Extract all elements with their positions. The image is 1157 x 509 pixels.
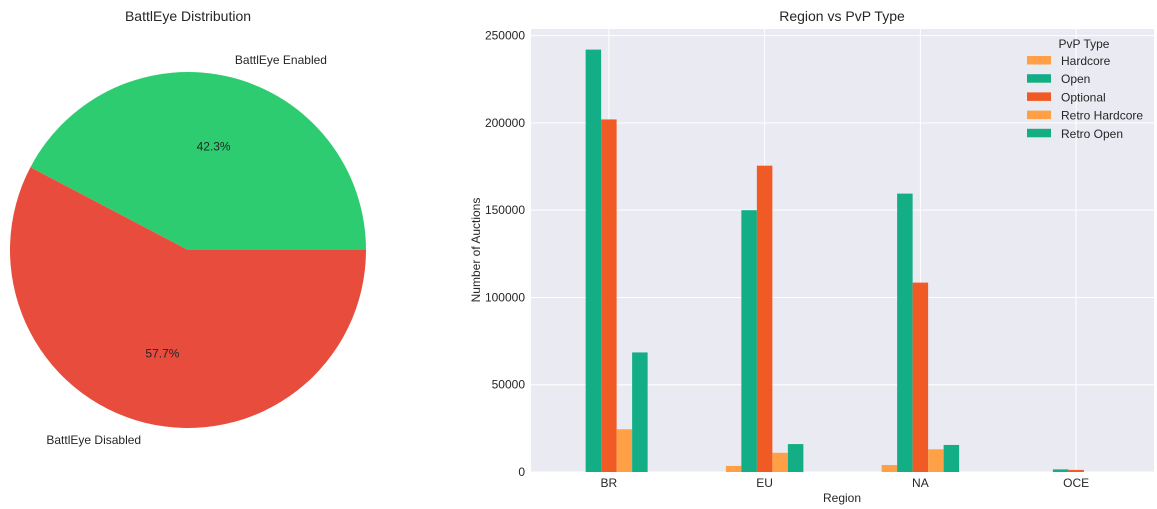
legend-label-retro-open: Retro Open <box>1061 127 1123 141</box>
legend-swatch-retro-hardcore <box>1027 110 1051 120</box>
bar-eu-hardcore <box>725 465 742 472</box>
pie-chart: BattlEye Distribution 42.3% BattlEye Enab… <box>10 8 367 447</box>
bar-br-optional <box>601 119 617 472</box>
pie-title: BattlEye Distribution <box>125 8 251 24</box>
legend-label-optional: Optional <box>1061 90 1106 104</box>
bar-na-optional <box>912 282 929 472</box>
y-tick-label: 100000 <box>485 290 525 304</box>
bar-na-retro-hardcore <box>928 449 944 472</box>
bar-na-open <box>897 193 913 472</box>
bar-oce-open <box>1052 469 1069 472</box>
x-axis-label: Region <box>823 491 861 505</box>
bar-br-retro-open <box>632 352 648 472</box>
pie-label-battleye-enabled: BattlEye Enabled <box>235 53 327 67</box>
legend-label-open: Open <box>1061 72 1090 86</box>
legend-swatch-hardcore <box>1027 56 1051 65</box>
bar-eu-open <box>741 210 757 472</box>
pie-slice-battleye-enabled <box>30 72 366 250</box>
pie-pct-label-battleye-disabled: 57.7% <box>145 347 179 361</box>
bar-eu-optional <box>756 165 773 473</box>
x-tick-label-br: BR <box>601 476 618 490</box>
legend-swatch-open <box>1027 74 1051 83</box>
pie-slice-battleye-disabled <box>10 167 367 428</box>
bar-title: Region vs PvP Type <box>779 8 905 24</box>
bar-na-hardcore <box>881 465 898 472</box>
y-tick-label: 0 <box>518 465 525 479</box>
y-tick-label: 250000 <box>485 29 525 43</box>
bar-eu-retro-open <box>787 444 804 472</box>
bar-oce-optional <box>1068 469 1084 472</box>
legend-swatch-retro-open <box>1027 128 1051 138</box>
legend-label-hardcore: Hardcore <box>1061 54 1111 68</box>
legend: PvP Type Hardcore Open Optional Retro Hardc… <box>1027 37 1143 141</box>
x-tick-label-eu: EU <box>756 476 773 490</box>
bar-eu-retro-hardcore <box>772 452 788 472</box>
x-tick-label-na: NA <box>912 476 929 490</box>
bar-br-open <box>585 49 602 472</box>
bar-chart: Region vs PvP Type 0 50000 100000 150000 200… <box>469 8 1154 505</box>
legend-title: PvP Type <box>1059 37 1110 51</box>
bar-na-retro-open <box>943 444 960 472</box>
x-tick-label-oce: OCE <box>1063 476 1089 490</box>
pie-pct-label-battleye-enabled: 42.3% <box>197 139 231 153</box>
y-tick-label: 150000 <box>485 203 525 217</box>
bar-br-retro-hardcore <box>616 429 633 472</box>
y-axis-label: Number of Auctions <box>469 198 483 303</box>
y-tick-label: 50000 <box>492 378 526 392</box>
y-tick-label: 200000 <box>485 116 525 130</box>
pie-label-battleye-disabled: BattlEye Disabled <box>46 433 141 447</box>
legend-label-retro-hardcore: Retro Hardcore <box>1061 109 1143 123</box>
legend-swatch-optional <box>1027 92 1051 101</box>
